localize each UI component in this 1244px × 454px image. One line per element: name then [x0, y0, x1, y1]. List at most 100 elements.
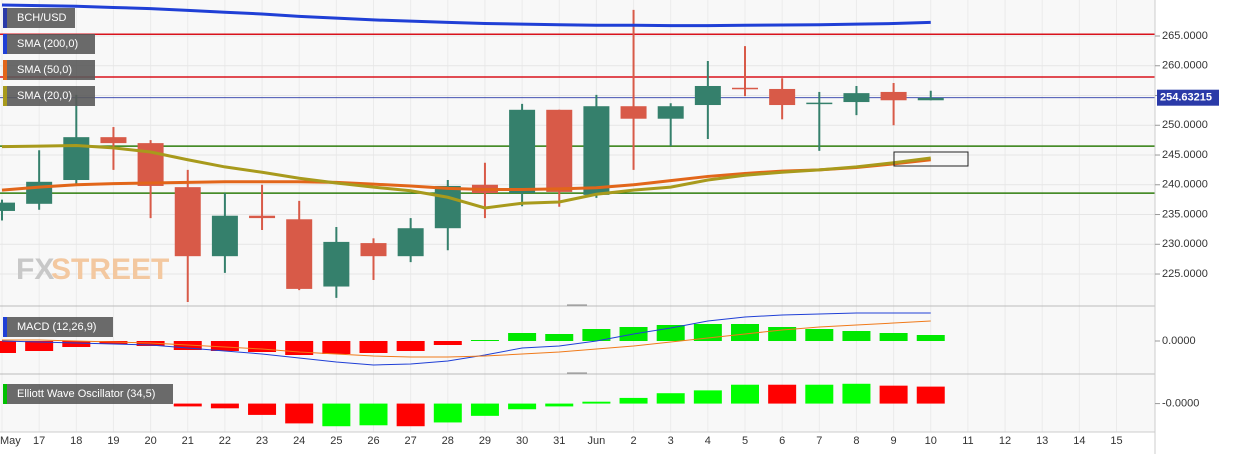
oscillator-bar — [768, 384, 797, 404]
legend-box — [3, 384, 173, 404]
candle-body — [806, 102, 833, 105]
candle-body — [694, 85, 721, 106]
legend-label: BCH/USD — [17, 12, 67, 24]
legend-box — [3, 34, 95, 54]
candle-body — [546, 109, 573, 192]
candle-body — [286, 219, 313, 289]
x-tick-label: 11 — [962, 435, 973, 447]
candle-body — [917, 97, 944, 101]
oscillator-bar — [805, 384, 834, 404]
legend-swatch — [3, 60, 7, 80]
histogram-bar — [582, 329, 611, 341]
x-tick-label: 20 — [144, 435, 156, 447]
histogram-bar — [842, 331, 871, 341]
histogram-bar — [359, 341, 388, 353]
x-tick-label: 4 — [705, 435, 711, 447]
x-tick-label: 28 — [442, 435, 454, 447]
legend-box — [3, 86, 95, 106]
histogram-bar — [545, 334, 574, 341]
x-tick-label: May — [0, 435, 21, 447]
oscillator-bar — [285, 403, 314, 424]
x-tick-label: 14 — [1073, 435, 1085, 447]
legend: BCH/USD SMA (200,0) SMA (50,0) SMA (20,0) MA… — [3, 8, 173, 404]
line-series — [1, 312, 931, 366]
x-tick-label: 21 — [182, 435, 194, 447]
oscillator-bar — [359, 403, 388, 426]
legend-swatch — [3, 86, 7, 106]
last-price-label: 254.63215 — [1160, 92, 1212, 104]
oscillator-bar — [508, 403, 537, 410]
oscillator-bar — [173, 403, 202, 407]
x-tick-label: 22 — [219, 435, 231, 447]
candle-body — [211, 215, 238, 257]
x-tick-label: 27 — [405, 435, 417, 447]
legend-label: SMA (200,0) — [17, 38, 78, 50]
legend-swatch — [3, 8, 7, 28]
oscillator-bar — [248, 403, 277, 415]
x-tick-label: 13 — [1036, 435, 1048, 447]
x-tick-label: 6 — [779, 435, 785, 447]
candle-body — [583, 106, 610, 195]
legend-box — [3, 60, 95, 80]
oscillator-bar — [656, 393, 685, 404]
x-tick-label: Jun — [588, 435, 606, 447]
histogram-bar — [62, 341, 91, 347]
x-tick-label: 24 — [293, 435, 305, 447]
x-tick-label: 12 — [999, 435, 1011, 447]
x-tick-label: 2 — [630, 435, 636, 447]
candle-body — [434, 185, 461, 229]
oscillator-bar — [693, 390, 722, 404]
oscillator-bar — [433, 403, 462, 423]
x-tick-label: 19 — [107, 435, 119, 447]
legend-box — [3, 8, 75, 28]
legend-box — [3, 317, 113, 337]
legend-label: MACD (12,26,9) — [17, 321, 96, 333]
x-tick-label: 7 — [816, 435, 822, 447]
y-tick-label: 225.0000 — [1162, 268, 1208, 280]
x-tick-label: 9 — [891, 435, 897, 447]
x-tick-label: 29 — [479, 435, 491, 447]
y-tick-label: 260.0000 — [1162, 60, 1208, 72]
histogram-bar — [25, 341, 54, 351]
legend-label: SMA (50,0) — [17, 64, 72, 76]
oscillator-bar — [582, 401, 611, 404]
candle-body — [360, 243, 387, 257]
x-tick-label: 8 — [853, 435, 859, 447]
histogram-bar — [396, 341, 425, 351]
candle-body — [323, 241, 350, 287]
candle-body — [249, 215, 276, 219]
candle-body — [657, 106, 684, 119]
annotation-box — [893, 151, 969, 167]
candle-body — [732, 87, 758, 90]
histogram-bar — [470, 340, 499, 341]
x-tick-label: 5 — [742, 435, 748, 447]
candle-body — [397, 228, 424, 257]
histogram-bar — [731, 324, 759, 341]
oscillator-bar — [879, 385, 908, 404]
line-series — [1, 143, 931, 210]
histogram-bar — [916, 335, 945, 341]
oscillator-bar — [470, 403, 499, 416]
marks — [0, 3, 1155, 427]
x-tick-label: 30 — [516, 435, 528, 447]
y-tick-label: 235.0000 — [1162, 208, 1208, 220]
histogram-bar — [656, 325, 685, 341]
x-tick-label: 31 — [553, 435, 565, 447]
plot-background — [0, 0, 1155, 432]
x-tick-label: 10 — [925, 435, 937, 447]
oscillator-bar — [210, 403, 239, 409]
y-tick-label: 250.0000 — [1162, 119, 1208, 131]
histogram-bar — [0, 341, 16, 353]
y-tick-label: 245.0000 — [1162, 149, 1208, 161]
legend-label: SMA (20,0) — [17, 90, 72, 102]
candle-body — [843, 93, 870, 103]
legend-label: Elliott Wave Oscillator (34,5) — [17, 388, 155, 400]
histogram-bar — [433, 341, 462, 345]
histogram-bar — [508, 333, 537, 341]
candle-body — [769, 88, 796, 106]
x-tick-label: 23 — [256, 435, 268, 447]
candle-body — [620, 106, 647, 119]
histogram-bar — [210, 341, 239, 351]
x-tick-label: 25 — [330, 435, 342, 447]
